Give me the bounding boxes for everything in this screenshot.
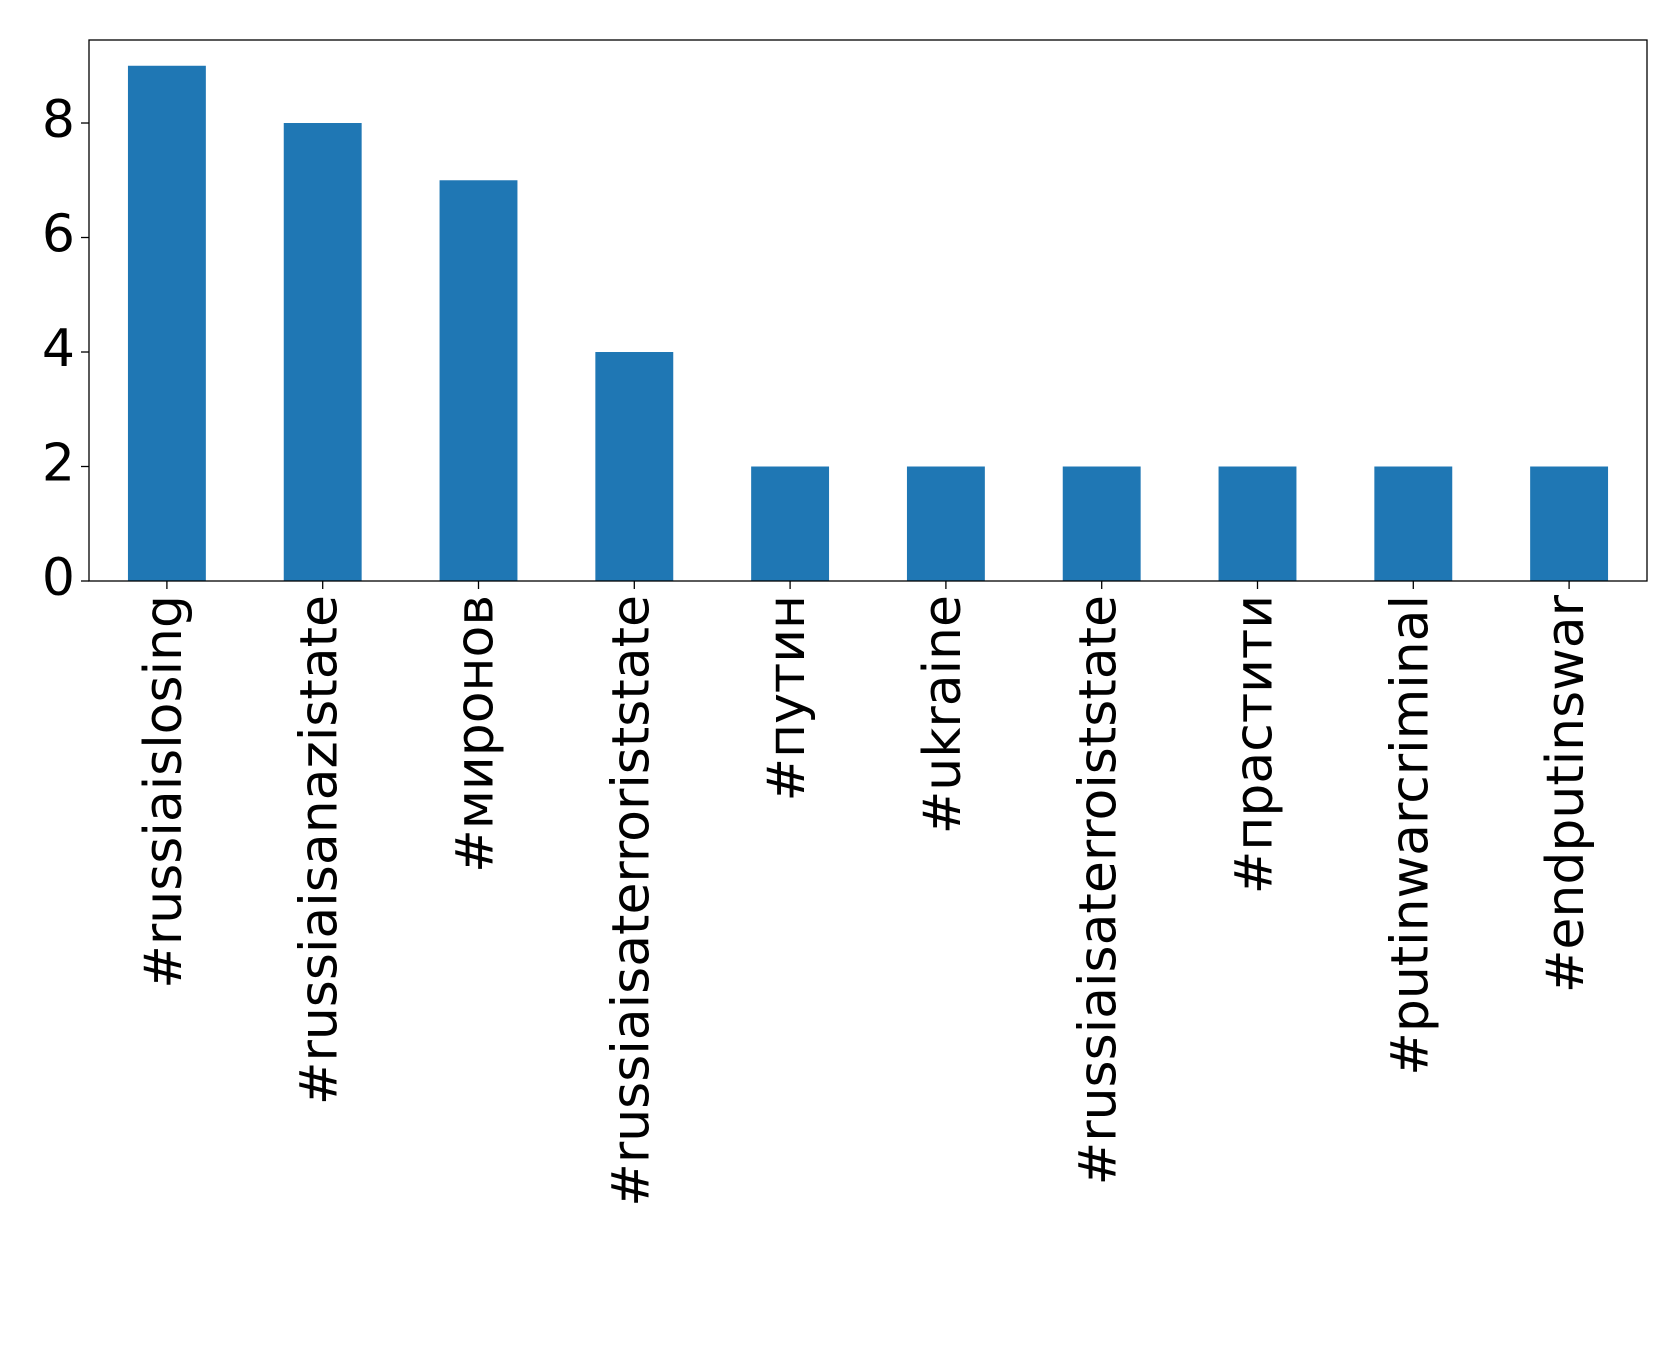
x-tick-label: #ukraine [913,595,973,834]
bar [595,352,674,581]
x-tick-label: #russiaisaterroriststate [601,595,661,1207]
plot-frame [88,39,1648,582]
y-tick-label: 6 [42,205,75,265]
x-tick-label: #russiaislosing [134,595,194,989]
y-tick-label: 2 [42,434,75,494]
x-tick-label: #russiaisanazistate [290,595,350,1105]
y-tick-label: 0 [42,548,75,608]
x-tick-label: #putinwarcriminal [1380,595,1440,1076]
x-tick-label: #endputinswar [1536,594,1596,993]
bar [906,466,985,581]
bar [751,466,830,581]
bar [1062,466,1141,581]
bar [439,180,518,581]
bar [1374,466,1453,581]
bar [127,65,206,581]
x-tick-label: #миронов [446,595,506,873]
bar [1530,466,1609,581]
y-tick-label: 4 [42,319,75,379]
bar [1218,466,1297,581]
x-tick-label: #прастити [1225,595,1285,894]
y-tick-label: 8 [42,90,75,150]
x-tick-label: #russiaisaterroiststate [1069,595,1129,1185]
x-tick-label: #путин [757,595,817,801]
bar [283,123,362,581]
